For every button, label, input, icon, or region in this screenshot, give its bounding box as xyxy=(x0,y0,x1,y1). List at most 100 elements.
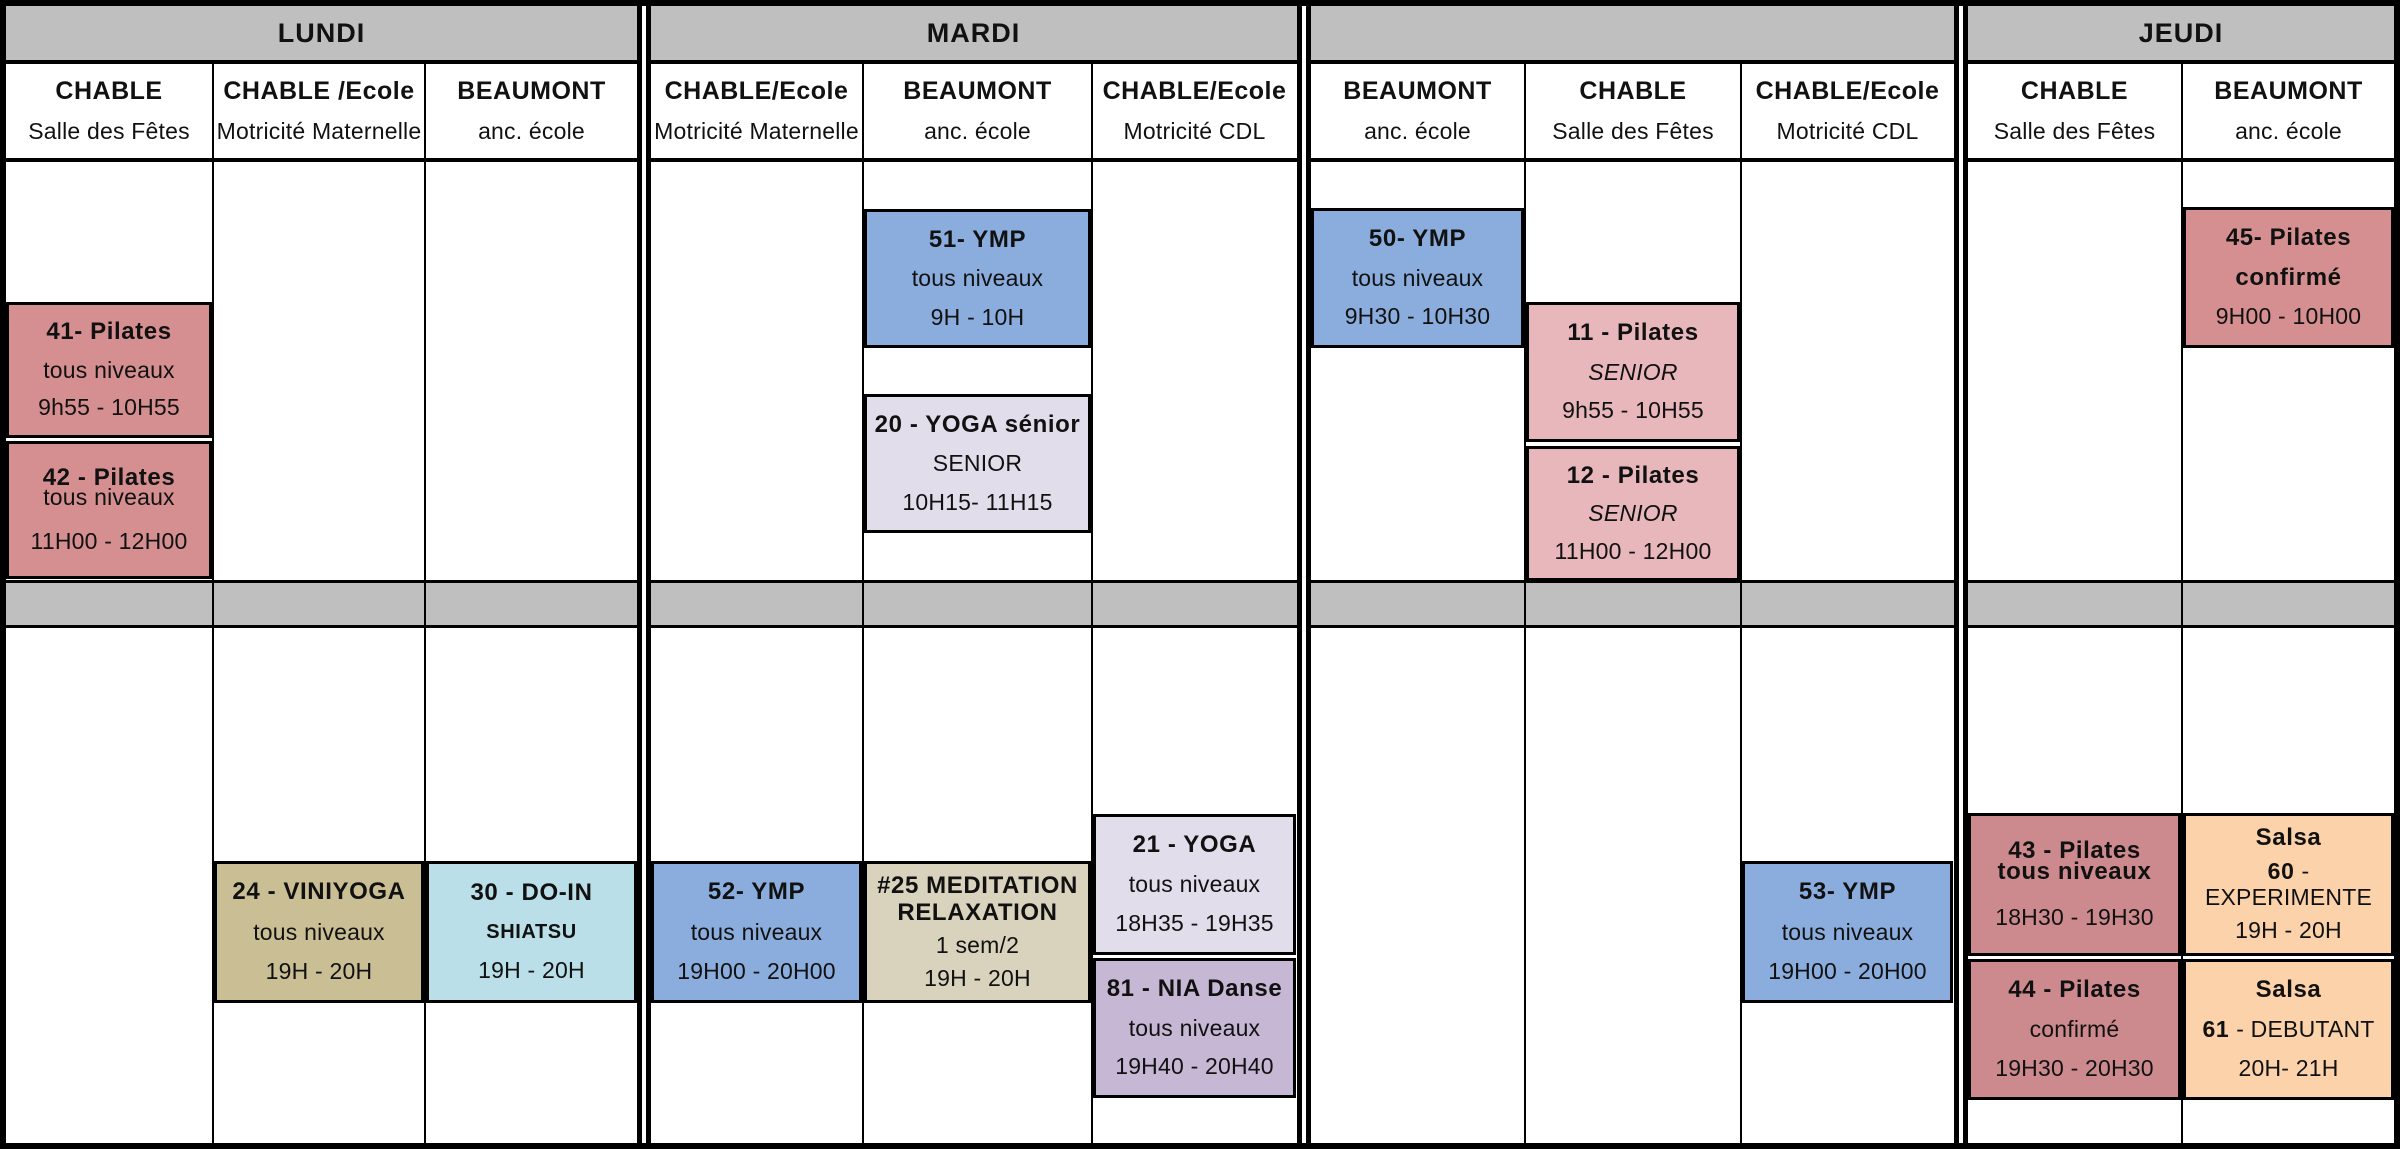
room-label: anc. école xyxy=(924,118,1031,145)
room-label: anc. école xyxy=(478,118,585,145)
midday-separator-row xyxy=(6,580,2394,628)
class-time: 9H - 10H xyxy=(930,303,1025,330)
day-header-lundi: LUNDI xyxy=(277,17,366,48)
venue-label: CHABLE/Ecole xyxy=(1755,76,1940,105)
day-header-jeudi: JEUDI xyxy=(2138,17,2224,48)
class-block: 45- Pilates confirmé 9H00 - 10H00 xyxy=(2183,207,2394,348)
class-level: 61 - DEBUTANT xyxy=(2202,1016,2375,1043)
column-header-chable-ecole: CHABLE/Ecole Motricité Maternelle xyxy=(651,64,862,158)
class-time: 11H00 - 12H00 xyxy=(30,528,188,555)
class-title: 20 - YOGA sénior xyxy=(874,410,1081,438)
class-level: SENIOR xyxy=(932,450,1023,477)
day-band-bottom-border xyxy=(6,60,2394,64)
class-block: 30 - DO-IN SHIATSU 19H - 20H xyxy=(426,861,637,1003)
class-block: 53- YMP tous niveaux 19H00 - 20H00 xyxy=(1742,861,1953,1003)
class-title: 43 - Pilates xyxy=(2008,836,2141,864)
column-gridline xyxy=(1740,64,1742,1143)
room-label: Salle des Fêtes xyxy=(1993,118,2156,145)
venue-label: BEAUMONT xyxy=(457,76,606,105)
venue-label: CHABLE xyxy=(1579,76,1687,105)
class-title: 11 - Pilates xyxy=(1567,318,1699,346)
section-separator xyxy=(1297,0,1311,1149)
class-block: 50- YMP tous niveaux 9H30 - 10H30 xyxy=(1311,208,1524,348)
class-title: 41- Pilates xyxy=(46,317,172,345)
class-block: 43 - Pilates tous niveaux 18H30 - 19H30 xyxy=(1968,813,2181,956)
class-title: 24 - VINIYOGA xyxy=(232,878,406,906)
venue-label: CHABLE/Ecole xyxy=(1102,76,1287,105)
class-block: 11 - Pilates SENIOR 9h55 - 10H55 xyxy=(1526,302,1740,442)
column-gridline xyxy=(862,64,864,1143)
class-block: 52- YMP tous niveaux 19H00 - 20H00 xyxy=(651,861,862,1003)
class-time: 19H00 - 20H00 xyxy=(677,957,836,984)
class-block: 51- YMP tous niveaux 9H - 10H xyxy=(864,209,1091,348)
column-header-beaumont: BEAUMONT anc. école xyxy=(426,64,637,158)
column-header-chable-salle: CHABLE Salle des Fêtes xyxy=(1526,64,1740,158)
class-time: 9H30 - 10H30 xyxy=(1344,303,1491,330)
column-header-chable-ecole: CHABLE /Ecole Motricité Maternelle xyxy=(214,64,424,158)
column-gridline xyxy=(212,64,214,1143)
column-header-beaumont: BEAUMONT anc. école xyxy=(2183,64,2394,158)
column-header-chable-salle: CHABLE Salle des Fêtes xyxy=(6,64,212,158)
day-header-mardi: MARDI xyxy=(926,17,1021,48)
column-header-chable-ecole: CHABLE/Ecole Motricité CDL xyxy=(1742,64,1953,158)
class-level: SHIATSU xyxy=(486,921,577,944)
class-title: 21 - YOGA xyxy=(1132,831,1257,859)
class-time: 9H00 - 10H00 xyxy=(2215,303,2362,330)
room-label: Motricité CDL xyxy=(1123,118,1266,145)
class-title: 51- YMP xyxy=(928,225,1027,253)
class-time: 19H - 20H xyxy=(924,964,1031,991)
class-time: 11H00 - 12H00 xyxy=(1554,537,1712,564)
class-block: 21 - YOGA tous niveaux 18H35 - 19H35 xyxy=(1093,814,1296,955)
class-level: confirmé xyxy=(2235,263,2342,291)
class-title: #25 MEDITATION RELAXATION xyxy=(877,871,1078,926)
class-level: tous niveaux xyxy=(253,918,385,945)
class-level: 60 - EXPERIMENTE xyxy=(2190,858,2387,911)
column-header-chable-salle: CHABLE Salle des Fêtes xyxy=(1968,64,2181,158)
venue-label: BEAUMONT xyxy=(2214,76,2363,105)
class-level: tous niveaux xyxy=(690,918,823,945)
venue-label: BEAUMONT xyxy=(1343,76,1492,105)
column-gridline xyxy=(424,64,426,1143)
class-title: 30 - DO-IN xyxy=(470,879,593,907)
column-header-beaumont: BEAUMONT anc. école xyxy=(864,64,1091,158)
room-label: Motricité Maternelle xyxy=(216,118,422,145)
venue-label: CHABLE /Ecole xyxy=(223,76,415,105)
room-label: Motricité CDL xyxy=(1776,118,1919,145)
class-level: tous niveaux xyxy=(43,356,175,383)
section-separator xyxy=(1954,0,1968,1149)
class-title: Salsa xyxy=(2255,976,2322,1004)
class-title: 45- Pilates xyxy=(2225,223,2352,251)
class-time: 19H00 - 20H00 xyxy=(1768,957,1927,984)
class-time: 18H30 - 19H30 xyxy=(1995,904,2154,931)
class-level-part: - DEBUTANT xyxy=(2236,1016,2375,1043)
class-block: 41- Pilates tous niveaux 9h55 - 10H55 xyxy=(6,302,212,438)
column-gridline xyxy=(1524,64,1526,1143)
class-title: Salsa xyxy=(2255,824,2322,852)
class-level: SENIOR xyxy=(1588,358,1678,385)
room-label: Motricité Maternelle xyxy=(654,118,859,145)
class-time: 9h55 - 10H55 xyxy=(1562,397,1704,424)
column-gridline xyxy=(2181,64,2183,1143)
class-level: tous niveaux xyxy=(1997,857,2152,885)
class-time: 19H40 - 20H40 xyxy=(1115,1053,1274,1080)
column-header-beaumont: BEAUMONT anc. école xyxy=(1311,64,1524,158)
class-level-part: 60 xyxy=(2267,858,2302,885)
class-time: 19H - 20H xyxy=(2235,917,2342,944)
class-title: 12 - Pilates xyxy=(1566,461,1700,489)
class-time: 18H35 - 19H35 xyxy=(1115,910,1274,937)
class-block: 24 - VINIYOGA tous niveaux 19H - 20H xyxy=(214,861,424,1003)
class-title: 52- YMP xyxy=(707,878,806,906)
class-block: 20 - YOGA sénior SENIOR 10H15- 11H15 xyxy=(864,394,1091,533)
class-level: 1 sem/2 xyxy=(935,932,1020,959)
class-level: tous niveaux xyxy=(1781,918,1914,945)
class-level: SENIOR xyxy=(1588,500,1678,527)
section-separator xyxy=(637,0,651,1149)
class-time: 19H - 20H xyxy=(265,957,373,984)
room-label: Salle des Fêtes xyxy=(28,118,190,145)
class-time: 19H - 20H xyxy=(478,956,585,983)
class-level: tous niveaux xyxy=(1351,264,1484,291)
venue-label: CHABLE xyxy=(55,76,163,105)
class-level: tous niveaux xyxy=(43,483,175,510)
class-block: 44 - Pilates confirmé 19H30 - 20H30 xyxy=(1968,959,2181,1100)
